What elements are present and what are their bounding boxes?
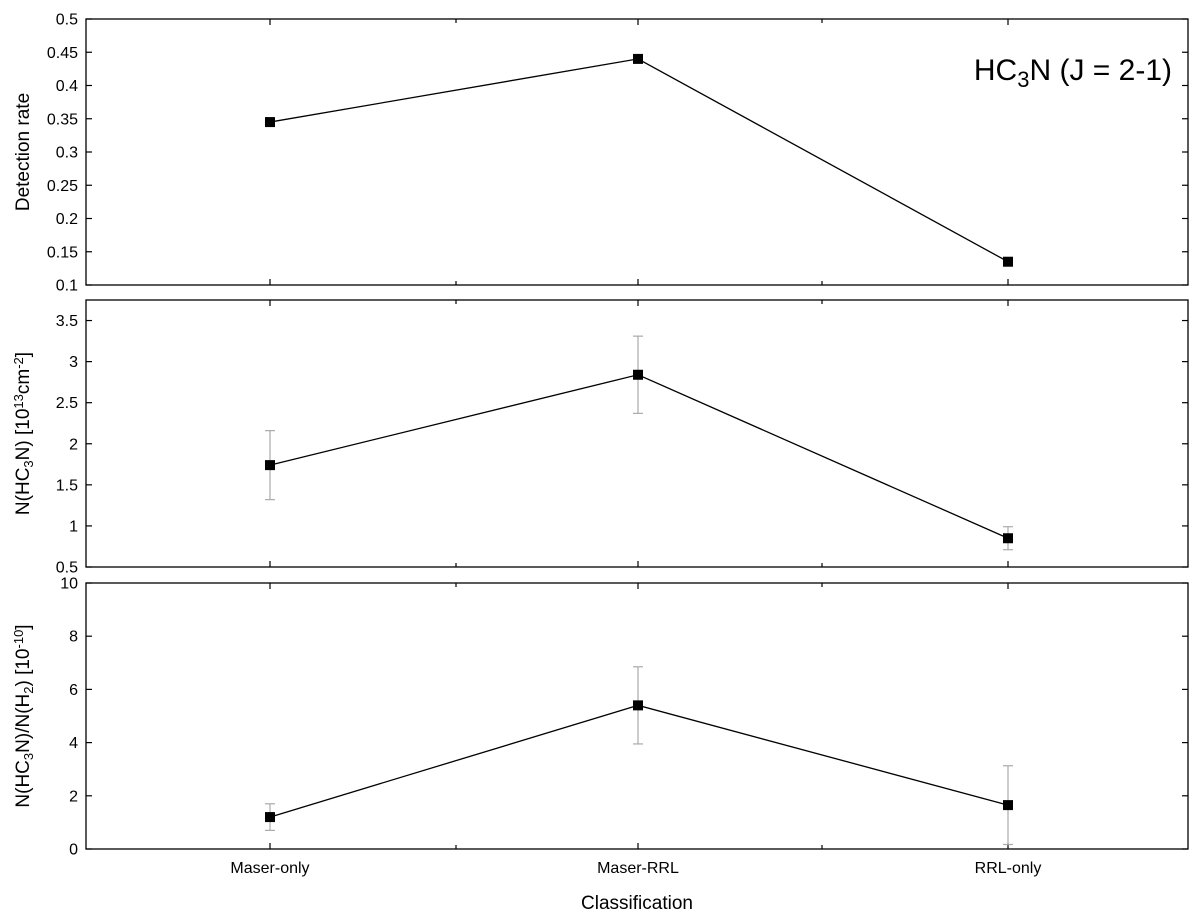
x-category-label: RRL-only [975,860,1042,877]
data-point [1003,533,1013,544]
y-tick-label: 0.45 [47,45,78,62]
data-point [265,460,275,471]
y-tick-label: 0.1 [56,278,78,295]
data-point [1003,256,1013,267]
y-tick-label: 0.3 [56,145,78,162]
y-tick-label: 3.5 [56,313,78,330]
y-tick-label: 2 [69,788,78,805]
series-line [269,704,1009,818]
data-point [265,117,275,128]
y-tick-label: 0 [69,842,78,859]
data-point [633,369,643,380]
series-line [269,58,1009,263]
y-tick-label: 0.4 [56,78,78,95]
series-line [269,374,1009,539]
y-tick-label: 0.2 [56,211,78,228]
data-point [1003,800,1013,811]
y-tick-label: 2 [69,436,78,453]
data-point [265,812,275,823]
molecule-annotation: HC3N (J = 2-1) [974,54,1172,92]
y-tick-label: 0.25 [47,178,78,195]
y-tick-label: 10 [60,576,78,593]
y-axis-title: Detection rate [13,93,34,211]
y-tick-label: 0.15 [47,244,78,261]
panel-detection-rate: 0.1 0.15 0.2 0.25 0.3 0.35 0.4 0.45 0.5 Detection… [13,12,1189,295]
y-axis-title: N(HC3N)/N(H2) [10-10] [11,624,36,807]
x-category-label: Maser-only [230,860,309,877]
plot-frame [85,582,1189,850]
y-tick-label: 1 [69,518,78,535]
y-tick-label: 6 [69,682,78,699]
panel-column-density: 0.5 1 1.5 2 2.5 3 3.5 N(HC3N) [1013cm-2] [11,299,1189,577]
y-tick-label: 1.5 [56,477,78,494]
panel-abundance: 0 2 4 6 8 10 Maser-only Maser-RRL RRL-only N(HC3N… [11,576,1189,877]
data-point [633,700,643,711]
y-tick-label: 3 [69,354,78,371]
y-tick-label: 8 [69,629,78,646]
y-tick-label: 0.35 [47,111,78,128]
y-tick-label: 0.5 [56,12,78,29]
plot-frame [85,299,1189,568]
y-tick-label: 2.5 [56,395,78,412]
y-axis-title: N(HC3N) [1013cm-2] [11,352,36,515]
data-point [633,53,643,64]
x-category-label: Maser-RRL [597,860,679,877]
y-tick-label: 4 [69,735,78,752]
y-tick-label: 0.5 [56,560,78,577]
x-axis-title: Classification [581,893,693,914]
